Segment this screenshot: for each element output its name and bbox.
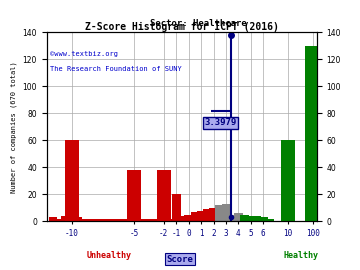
Bar (259, 217, 267, 221)
Bar (73, 217, 82, 221)
Bar (98, 219, 107, 221)
Bar (117, 219, 126, 221)
Bar (184, 215, 193, 221)
Bar (247, 216, 255, 221)
Bar (281, 140, 295, 221)
Bar (130, 170, 138, 221)
Bar (265, 219, 274, 221)
Bar (203, 209, 212, 221)
Bar (222, 204, 230, 221)
Bar (61, 216, 70, 221)
Bar (49, 217, 57, 221)
Title: Z-Score Histogram for ICPT (2016): Z-Score Histogram for ICPT (2016) (85, 22, 279, 32)
Bar (92, 219, 101, 221)
Text: Sector: Healthcare: Sector: Healthcare (150, 19, 246, 28)
Bar (127, 170, 141, 221)
Bar (253, 216, 261, 221)
Bar (228, 215, 237, 221)
Bar (240, 215, 249, 221)
Bar (123, 219, 132, 221)
Bar (157, 170, 171, 221)
Bar (86, 219, 95, 221)
Text: 3.3979: 3.3979 (204, 118, 237, 127)
Text: ©www.textbiz.org: ©www.textbiz.org (50, 51, 117, 57)
Text: Healthy: Healthy (283, 251, 318, 260)
Bar (178, 216, 187, 221)
Bar (154, 219, 163, 221)
Bar (149, 219, 158, 221)
Bar (209, 208, 218, 221)
Bar (309, 46, 318, 221)
Text: Unhealthy: Unhealthy (86, 251, 131, 260)
Bar (284, 140, 293, 221)
Bar (166, 219, 174, 221)
Bar (305, 46, 321, 221)
Bar (111, 219, 120, 221)
Bar (65, 140, 78, 221)
Bar (262, 219, 271, 221)
Bar (197, 211, 206, 221)
Bar (105, 219, 113, 221)
Bar (80, 219, 89, 221)
Bar (234, 213, 243, 221)
Bar (55, 219, 64, 221)
Bar (190, 212, 199, 221)
Bar (159, 170, 168, 221)
Bar (139, 219, 148, 221)
Y-axis label: Number of companies (670 total): Number of companies (670 total) (10, 61, 17, 193)
Bar (172, 194, 181, 221)
Bar (144, 219, 153, 221)
Bar (215, 205, 224, 221)
Text: The Research Foundation of SUNY: The Research Foundation of SUNY (50, 66, 181, 72)
Bar (135, 219, 143, 221)
Text: Score: Score (167, 255, 193, 264)
Bar (67, 140, 76, 221)
